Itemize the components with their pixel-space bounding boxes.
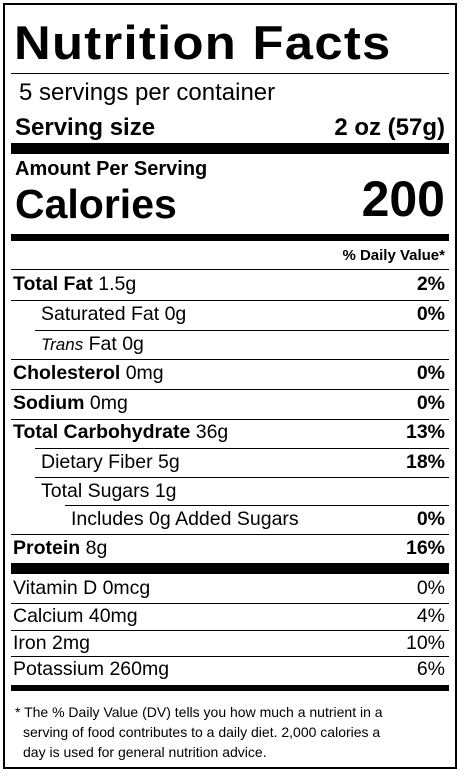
nutrient-row-sodium: Sodium 0mg 0% [11, 392, 449, 420]
vitamin-dv: 10% [405, 632, 445, 654]
vitamin-name: Iron 2mg [13, 632, 90, 654]
nutrient-name: Protein 8g [13, 537, 108, 559]
divider [11, 603, 449, 604]
divider [11, 534, 449, 535]
vitamin-dv: 4% [416, 605, 445, 627]
footnote-line: serving of food contributes to a daily d… [23, 724, 381, 740]
nutrient-dv: 0% [416, 392, 445, 414]
divider [35, 448, 449, 449]
nutrient-dv: 0% [416, 508, 445, 530]
nutrient-name: Cholesterol 0mg [13, 362, 164, 384]
nutrient-dv: 0% [416, 303, 445, 325]
nutrition-label: Nutrition Facts 5 servings per container… [3, 3, 457, 769]
vitamin-row-iron: Iron 2mg 10% [11, 632, 449, 660]
nutrient-name: Total Sugars 1g [41, 480, 177, 502]
vitamin-row-calcium: Calcium 40mg 4% [11, 605, 449, 633]
vitamin-row-potassium: Potassium 260mg 6% [11, 658, 449, 686]
nutrient-row-saturated-fat: Saturated Fat 0g 0% [11, 303, 449, 331]
medium-divider [11, 685, 449, 691]
nutrient-row-trans-fat: Trans Fat 0g [11, 333, 449, 361]
daily-value-header: % Daily Value* [342, 247, 445, 264]
divider [11, 300, 449, 301]
calories-label: Calories [15, 181, 177, 227]
divider [65, 505, 449, 506]
daily-value-footnote: * The % Daily Value (DV) tells you how m… [15, 702, 440, 762]
calories-value: 200 [361, 171, 445, 227]
vitamin-name: Calcium 40mg [13, 605, 138, 627]
nutrient-name: Dietary Fiber 5g [41, 451, 180, 473]
divider [11, 359, 449, 360]
nutrient-row-cholesterol: Cholesterol 0mg 0% [11, 362, 449, 390]
divider [11, 73, 449, 74]
nutrient-row-total-fat: Total Fat 1.5g 2% [11, 273, 449, 301]
divider [11, 630, 449, 631]
serving-size-label: Serving size [15, 114, 156, 141]
vitamin-name: Potassium 260mg [13, 658, 170, 680]
divider [11, 269, 449, 270]
nutrient-name: Total Fat 1.5g [13, 273, 137, 295]
divider [35, 330, 449, 331]
nutrient-dv: 13% [405, 421, 445, 443]
nutrient-dv: 16% [405, 537, 445, 559]
thick-divider [11, 143, 449, 154]
nutrient-dv: 2% [416, 273, 445, 295]
servings-per-container: 5 servings per container [19, 79, 276, 106]
nutrient-name: Trans Fat 0g [41, 333, 144, 355]
nutrient-name: Sodium 0mg [13, 392, 128, 414]
nutrient-row-added-sugars: Includes 0g Added Sugars 0% [11, 508, 449, 536]
divider [11, 419, 449, 420]
nutrient-row-total-sugars: Total Sugars 1g [11, 480, 449, 508]
amount-per-serving: Amount Per Serving [15, 158, 208, 180]
vitamin-dv: 6% [416, 658, 445, 680]
vitamin-name: Vitamin D 0mcg [13, 577, 151, 599]
nutrient-name: Saturated Fat 0g [41, 303, 187, 325]
nutrient-row-protein: Protein 8g 16% [11, 537, 449, 565]
serving-size-value: 2 oz (57g) [334, 114, 445, 141]
vitamin-row-vitamin-d: Vitamin D 0mcg 0% [11, 577, 449, 605]
thick-divider [11, 563, 449, 574]
footnote-line: day is used for general nutrition advice… [23, 744, 267, 760]
nutrient-name: Total Carbohydrate 36g [13, 421, 229, 443]
nutrient-row-dietary-fiber: Dietary Fiber 5g 18% [11, 451, 449, 479]
medium-divider [11, 234, 449, 241]
divider [11, 389, 449, 390]
footnote-line: * The % Daily Value (DV) tells you how m… [15, 704, 383, 720]
divider [35, 477, 449, 478]
nutrient-dv: 18% [405, 451, 445, 473]
divider [11, 656, 449, 657]
nutrient-row-total-carbohydrate: Total Carbohydrate 36g 13% [11, 421, 449, 449]
nutrient-name: Includes 0g Added Sugars [71, 508, 299, 530]
nutrient-dv: 0% [416, 362, 445, 384]
vitamin-dv: 0% [416, 577, 445, 599]
label-title: Nutrition Facts [14, 16, 392, 69]
